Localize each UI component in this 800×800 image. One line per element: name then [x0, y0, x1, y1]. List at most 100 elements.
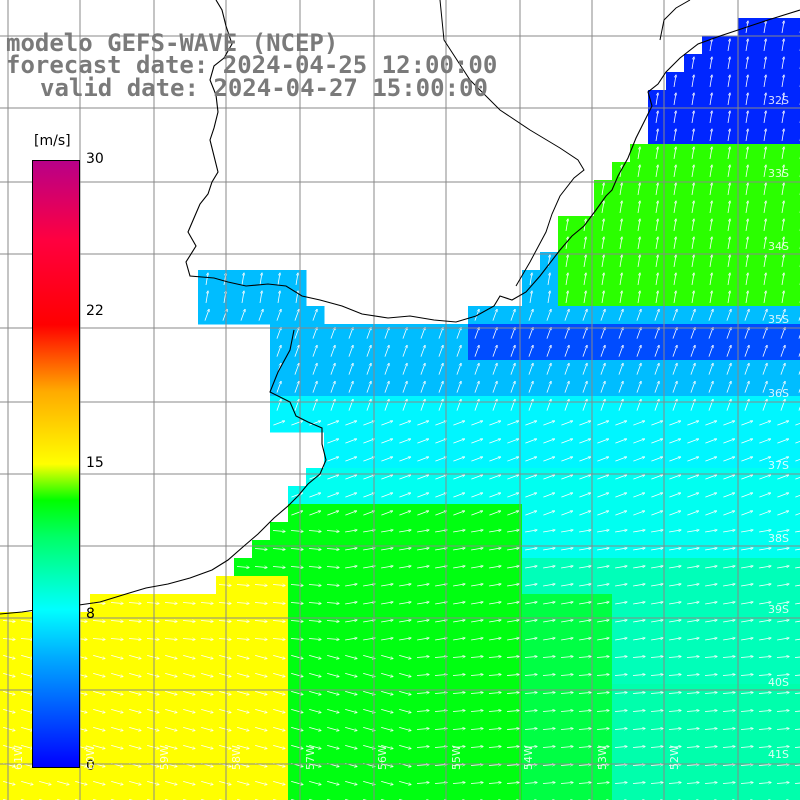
lat-label-32s: 32S	[768, 94, 789, 107]
wind-speed-cell	[792, 234, 800, 253]
lon-label-54w: 54W	[522, 745, 535, 770]
lat-label-33s: 33S	[768, 167, 789, 180]
colorbar-tick-15: 15	[86, 455, 104, 471]
lon-label-60w: 60W	[84, 745, 97, 770]
lon-label-55w: 55W	[450, 745, 463, 770]
wind-speed-cell	[342, 792, 361, 800]
wind-speed-cell	[792, 594, 800, 613]
lat-label-38s: 38S	[768, 532, 789, 545]
wind-speed-cell	[378, 792, 397, 800]
wind-speed-cell	[90, 792, 109, 800]
wind-speed-cell	[18, 792, 37, 800]
lat-label-35s: 35S	[768, 313, 789, 326]
wind-speed-cell	[792, 630, 800, 649]
wind-speed-cell	[792, 792, 800, 800]
wind-speed-cell	[792, 522, 800, 541]
wind-speed-cell	[792, 18, 800, 37]
wind-speed-cell	[630, 792, 649, 800]
lon-label-57w: 57W	[304, 745, 317, 770]
wind-speed-cell	[792, 144, 800, 163]
lon-label-61w: 61W	[12, 745, 25, 770]
wind-speed-cell	[792, 504, 800, 523]
wind-speed-cell	[108, 792, 127, 800]
lat-label-37s: 37S	[768, 459, 789, 472]
wind-speed-cell	[468, 792, 487, 800]
lat-label-41s: 41S	[768, 748, 789, 761]
colorbar-tick-22: 22	[86, 303, 104, 319]
wind-speed-cell	[792, 54, 800, 73]
lon-label-56w: 56W	[376, 745, 389, 770]
lon-label-52w: 52W	[668, 745, 681, 770]
wind-speed-cell	[792, 72, 800, 91]
lon-label-59w: 59W	[158, 745, 171, 770]
wind-speed-cell	[792, 414, 800, 433]
wind-speed-cell	[252, 792, 271, 800]
wind-speed-cell	[738, 792, 757, 800]
wind-speed-cell	[792, 432, 800, 451]
wind-speed-cell	[432, 792, 451, 800]
wind-speed-cell	[792, 558, 800, 577]
wind-speed-cell	[540, 792, 559, 800]
wind-speed-cell	[144, 792, 163, 800]
colorbar	[32, 160, 80, 768]
colorbar-unit: [m/s]	[34, 133, 71, 149]
wind-speed-cell	[792, 180, 800, 199]
wind-speed-cell	[792, 612, 800, 631]
wind-speed-cell	[288, 792, 307, 800]
wind-speed-cell	[792, 36, 800, 55]
wind-speed-cell	[774, 792, 793, 800]
wind-speed-cell	[180, 792, 199, 800]
wind-speed-cell	[792, 90, 800, 109]
wind-speed-cell	[792, 288, 800, 307]
wind-speed-cell	[792, 486, 800, 505]
wind-speed-cell	[198, 792, 217, 800]
wind-speed-cell	[162, 792, 181, 800]
wind-speed-cell	[756, 792, 775, 800]
wind-speed-cell	[216, 792, 235, 800]
wind-speed-cell	[0, 792, 19, 800]
wind-speed-cell	[396, 792, 415, 800]
wind-speed-cell	[720, 792, 739, 800]
wind-speed-cell	[54, 792, 73, 800]
wind-speed-cell	[414, 792, 433, 800]
lat-label-36s: 36S	[768, 387, 789, 400]
colorbar-tick-8: 8	[86, 606, 95, 622]
colorbar-tick-30: 30	[86, 151, 104, 167]
lon-label-53w: 53W	[596, 745, 609, 770]
wind-speed-cell	[306, 792, 325, 800]
wind-speed-cell	[72, 792, 91, 800]
wind-speed-cell	[792, 450, 800, 469]
lon-label-58w: 58W	[230, 745, 243, 770]
wind-speed-cell	[558, 792, 577, 800]
wind-speed-cell	[792, 126, 800, 145]
lat-label-34s: 34S	[768, 240, 789, 253]
wind-speed-field	[0, 18, 800, 800]
wind-speed-cell	[126, 792, 145, 800]
wind-speed-cell	[792, 162, 800, 181]
wind-speed-cell	[360, 792, 379, 800]
wind-speed-cell	[792, 108, 800, 127]
wind-speed-cell	[684, 792, 703, 800]
wind-speed-cell	[36, 792, 55, 800]
wind-speed-cell	[612, 792, 631, 800]
wind-speed-cell	[792, 576, 800, 595]
wind-speed-cell	[792, 306, 800, 325]
valid-date: valid date: 2024-04-27 15:00:00	[40, 74, 488, 102]
wind-speed-cell	[792, 468, 800, 487]
wind-speed-cell	[792, 378, 800, 397]
wind-speed-cell	[792, 252, 800, 271]
wind-speed-cell	[324, 792, 343, 800]
wind-speed-cell	[792, 342, 800, 361]
wind-speed-cell	[666, 792, 685, 800]
wind-speed-cell	[792, 216, 800, 235]
wind-speed-cell	[792, 324, 800, 343]
wind-speed-cell	[270, 792, 289, 800]
wind-speed-cell	[234, 792, 253, 800]
wind-speed-cell	[792, 540, 800, 559]
wind-speed-cell	[486, 792, 505, 800]
wind-speed-cell	[522, 792, 541, 800]
lat-label-40s: 40S	[768, 676, 789, 689]
wind-speed-cell	[792, 396, 800, 415]
wind-speed-cell	[702, 792, 721, 800]
